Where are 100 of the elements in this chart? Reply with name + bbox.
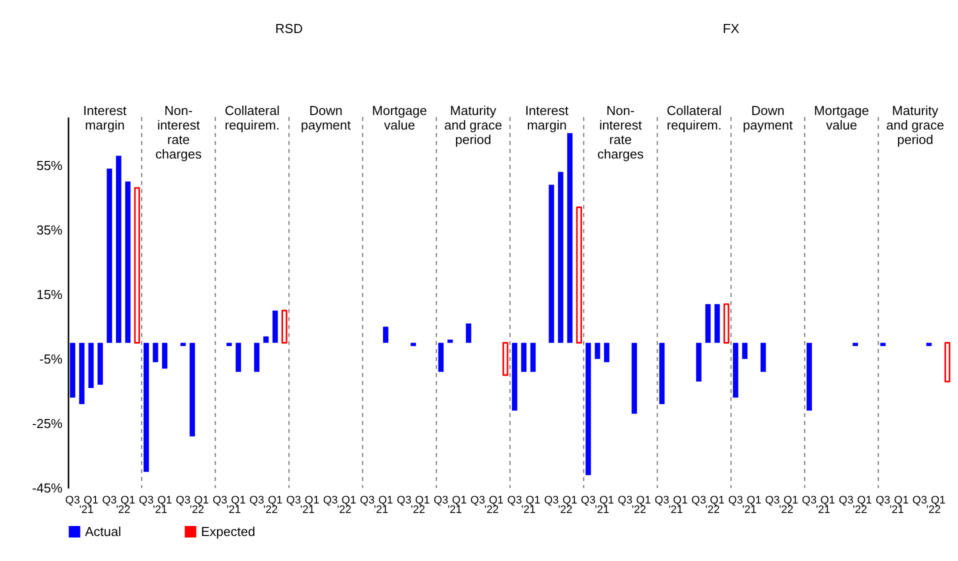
bar bbox=[502, 342, 508, 376]
bar bbox=[521, 342, 526, 372]
text: '22 bbox=[852, 504, 868, 516]
text: '21 bbox=[300, 504, 315, 516]
bar bbox=[281, 310, 288, 344]
x-tick-label: Q3 bbox=[470, 494, 486, 506]
bar bbox=[98, 342, 103, 385]
text: '22 bbox=[558, 504, 572, 516]
bar bbox=[604, 342, 610, 362]
x-tick-label: Q1 bbox=[452, 494, 467, 506]
text: '21 bbox=[890, 504, 904, 516]
x-tick-label: Q3 bbox=[580, 494, 596, 506]
bar bbox=[134, 187, 140, 344]
annotation: Non- interest rate charges bbox=[597, 103, 644, 162]
x-tick-label: Q1 bbox=[857, 494, 872, 506]
bar bbox=[410, 342, 416, 346]
bar bbox=[530, 342, 536, 372]
text: '22 bbox=[705, 504, 720, 516]
text: '22 bbox=[263, 504, 278, 516]
bar bbox=[180, 342, 186, 346]
bar bbox=[512, 342, 518, 411]
bar bbox=[548, 184, 554, 343]
x-tick-label: Q1 bbox=[710, 494, 725, 506]
text: '22 bbox=[632, 504, 646, 516]
legend-label: Actual bbox=[85, 524, 122, 539]
x-tick-label: Q1 bbox=[784, 494, 798, 506]
bar bbox=[466, 323, 472, 343]
x-tick-label: Q1 bbox=[231, 494, 246, 506]
bar bbox=[760, 342, 766, 372]
bar bbox=[190, 342, 195, 436]
x-tick-label: Q3 bbox=[802, 494, 817, 506]
bar bbox=[263, 336, 269, 343]
x-tick-label: Q1 bbox=[636, 494, 651, 506]
y-tick-label: 35% bbox=[36, 222, 63, 238]
x-tick-label: Q1 bbox=[268, 494, 283, 506]
x-tick-label: Q1 bbox=[194, 494, 209, 506]
x-tick-label: Q1 bbox=[526, 494, 540, 506]
bar bbox=[696, 342, 702, 382]
bar bbox=[852, 342, 858, 346]
annotation: Collateral requirem. bbox=[666, 103, 722, 132]
bar bbox=[144, 342, 149, 472]
x-tick-label: Q3 bbox=[876, 494, 890, 506]
bar bbox=[632, 342, 637, 414]
bar bbox=[705, 304, 711, 343]
bar bbox=[383, 326, 388, 343]
bar bbox=[106, 168, 112, 343]
x-tick-label: Q1 bbox=[342, 494, 356, 506]
x-tick-label: Q3 bbox=[65, 494, 80, 506]
bar bbox=[594, 342, 600, 359]
text: FX bbox=[722, 21, 740, 36]
y-tick-label: -45% bbox=[32, 480, 63, 496]
x-tick-label: Q3 bbox=[765, 494, 780, 506]
legend-label: Expected bbox=[201, 524, 256, 539]
bar bbox=[586, 342, 591, 476]
bar bbox=[558, 172, 564, 343]
text: '21 bbox=[374, 504, 388, 516]
annotation: Collateral requirem. bbox=[224, 103, 280, 132]
text: RSD bbox=[275, 21, 303, 36]
x-tick-label: Q1 bbox=[304, 494, 320, 506]
bar bbox=[806, 342, 812, 411]
x-tick-label: Q3 bbox=[654, 494, 670, 506]
y-tick-label: 15% bbox=[36, 286, 63, 302]
bar bbox=[723, 303, 730, 344]
x-tick-label: Q1 bbox=[378, 494, 394, 506]
x-tick-label: Q1 bbox=[820, 494, 836, 506]
text: '21 bbox=[79, 504, 94, 516]
x-tick-label: Q1 bbox=[415, 494, 430, 506]
x-tick-label: Q3 bbox=[360, 494, 375, 506]
x-tick-label: Q1 bbox=[930, 494, 946, 506]
bar bbox=[125, 182, 131, 343]
x-tick-label: Q3 bbox=[396, 494, 412, 506]
text: '21 bbox=[742, 504, 757, 516]
x-tick-label: Q3 bbox=[434, 494, 448, 506]
x-tick-label: Q3 bbox=[838, 494, 854, 506]
bar bbox=[162, 342, 168, 369]
x-tick-label: Q1 bbox=[746, 494, 762, 506]
bar bbox=[226, 342, 232, 346]
bar bbox=[79, 342, 84, 404]
bar bbox=[576, 206, 582, 344]
bar bbox=[447, 340, 453, 343]
y-tick-label: -5% bbox=[39, 351, 63, 366]
text: '22 bbox=[410, 504, 426, 516]
text: '21 bbox=[816, 504, 830, 516]
annotation: Mortgage value bbox=[814, 103, 869, 132]
y-tick-label: 55% bbox=[36, 158, 63, 173]
bar bbox=[944, 342, 950, 382]
bar bbox=[236, 342, 242, 372]
bar bbox=[70, 342, 76, 398]
x-tick-label: Q3 bbox=[691, 494, 706, 506]
text: '21 bbox=[448, 504, 462, 516]
bar bbox=[732, 342, 738, 398]
text: '21 bbox=[226, 504, 241, 516]
bar bbox=[567, 133, 573, 343]
x-tick-label: Q1 bbox=[673, 494, 688, 506]
bar bbox=[659, 342, 665, 404]
text: '22 bbox=[337, 504, 352, 516]
x-tick-label: Q3 bbox=[212, 494, 228, 506]
annotation: Mortgage value bbox=[372, 103, 427, 132]
text: '22 bbox=[484, 504, 499, 516]
text: '21 bbox=[594, 504, 610, 516]
